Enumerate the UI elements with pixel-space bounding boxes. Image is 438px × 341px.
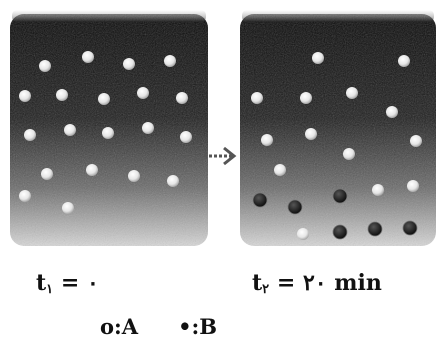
particle-b: [332, 224, 348, 240]
particle-a: [64, 124, 76, 136]
particle-a: [137, 87, 149, 99]
particle-b: [252, 192, 268, 208]
beaker-t1: [10, 10, 208, 246]
particle-b: [332, 188, 348, 204]
legend-item-a: o:A: [100, 314, 138, 339]
particle-a: [410, 135, 422, 147]
particle-a: [261, 134, 273, 146]
liquid-texture: [240, 14, 436, 246]
particle-a: [98, 93, 110, 105]
particle-a: [176, 92, 188, 104]
particle-a: [407, 180, 419, 192]
time-label-t1: t۱ = ۰: [36, 270, 99, 297]
time-symbol: t: [252, 270, 263, 296]
beaker-rim: [242, 10, 434, 22]
particle-a: [19, 90, 31, 102]
particle-a: [164, 55, 176, 67]
arrow-right-icon: [204, 146, 237, 166]
legend-symbol-b: •: [178, 314, 192, 339]
time-subscript: ۱: [46, 282, 54, 297]
beaker-rim: [12, 10, 206, 22]
particle-a: [123, 58, 135, 70]
particle-a: [39, 60, 51, 72]
legend-item-b: •:B: [178, 314, 217, 339]
time-unit: min: [334, 270, 382, 296]
particle-a: [62, 202, 74, 214]
particle-b: [287, 199, 303, 215]
particle-b: [367, 221, 383, 237]
particle-a: [297, 228, 309, 240]
particle-a: [142, 122, 154, 134]
time-value: ۰: [86, 270, 99, 296]
particle-a: [19, 190, 31, 202]
time-symbol: t: [36, 270, 47, 296]
particle-a: [398, 55, 410, 67]
particle-a: [56, 89, 68, 101]
particle-a: [128, 170, 140, 182]
particle-a: [312, 52, 324, 64]
particle-a: [346, 87, 358, 99]
particles-t1: [19, 51, 192, 214]
particle-a: [274, 164, 286, 176]
equals-sign: =: [60, 270, 80, 296]
legend: o:A •:B: [100, 314, 217, 339]
particle-a: [86, 164, 98, 176]
particle-a: [102, 127, 114, 139]
particle-a: [24, 129, 36, 141]
particle-a: [300, 92, 312, 104]
legend-separator: :: [114, 314, 122, 339]
particle-a: [305, 128, 317, 140]
particle-a: [41, 168, 53, 180]
particle-a: [167, 175, 179, 187]
particles-t2: [251, 52, 422, 240]
particle-a: [82, 51, 94, 63]
legend-species-a: A: [121, 314, 139, 339]
legend-separator: :: [191, 314, 200, 339]
beaker-t2: [240, 10, 436, 246]
time-subscript: ۲: [262, 282, 270, 297]
particle-a: [343, 148, 355, 160]
equals-sign: =: [276, 270, 296, 296]
particle-a: [251, 92, 263, 104]
time-label-t2: t۲ = ۲۰ min: [252, 270, 382, 297]
legend-symbol-a: o: [100, 314, 115, 339]
particle-a: [386, 106, 398, 118]
particle-b: [402, 220, 418, 236]
particle-a: [180, 131, 192, 143]
legend-species-b: B: [199, 314, 218, 339]
particle-a: [372, 184, 384, 196]
time-value: ۲۰: [302, 270, 327, 296]
